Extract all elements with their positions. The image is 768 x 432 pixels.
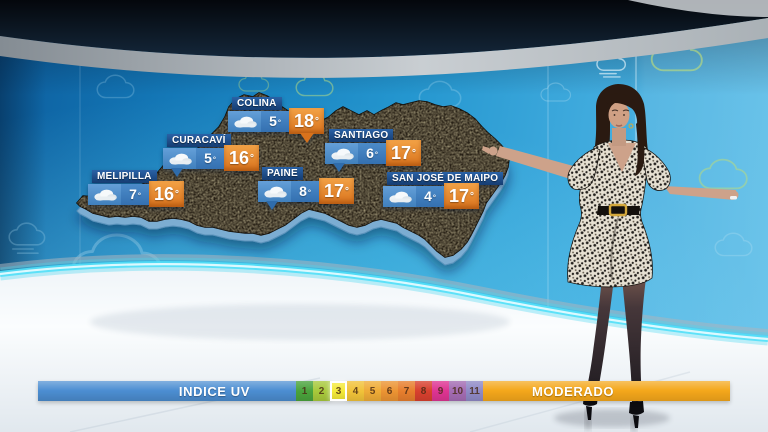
label-pointer — [299, 133, 314, 143]
high-temp-value: 17 — [449, 186, 470, 206]
degree-symbol: ° — [345, 186, 349, 197]
low-temp: 5° — [196, 148, 224, 169]
uv-scale: 1 2 3 4 5 6 7 8 9 10 11 — [296, 381, 483, 401]
degree-symbol: ° — [175, 189, 179, 200]
cloudy-icon — [258, 181, 291, 210]
uv-level-4: 4 — [347, 381, 364, 401]
weather-label-santiago: SANTIAGO 6° 17° — [325, 125, 421, 172]
degree-symbol: ° — [412, 148, 416, 159]
weather-label-curacavi: CURACAVÍ 5° 16° — [163, 130, 259, 177]
cloudy-icon — [383, 186, 416, 207]
low-temp-value: 5 — [269, 113, 277, 129]
degree-symbol: ° — [432, 193, 436, 202]
uv-level-10: 10 — [449, 381, 466, 401]
uv-index-title: INDICE UV — [178, 383, 251, 399]
degree-symbol: ° — [307, 188, 311, 197]
uv-index-label-section: INDICE UV — [38, 381, 296, 401]
uv-level-11: 11 — [466, 381, 483, 401]
low-temp: 6° — [358, 143, 386, 164]
cloudy-icon — [325, 143, 358, 172]
low-temp-value: 6 — [366, 145, 374, 161]
high-temp: 16° — [224, 145, 259, 171]
degree-symbol: ° — [315, 116, 319, 127]
city-name: SANTIAGO — [329, 129, 394, 142]
uv-level-6: 6 — [381, 381, 398, 401]
low-temp: 5° — [261, 111, 289, 132]
weather-label-melipilla: MELIPILLA 7° 16° — [88, 166, 184, 207]
high-temp: 16° — [149, 181, 184, 207]
uv-level-5: 5 — [364, 381, 381, 401]
degree-symbol: ° — [470, 191, 474, 202]
city-name: SAN JOSÉ DE MAIPO — [387, 172, 504, 185]
cloudy-icon — [88, 184, 121, 205]
cloudy-icon — [228, 111, 261, 132]
uv-level-3: 3 — [330, 381, 347, 401]
uv-level-2: 2 — [313, 381, 330, 401]
high-temp-value: 16 — [229, 148, 250, 168]
city-name: MELIPILLA — [92, 170, 157, 183]
low-temp: 4° — [416, 186, 444, 207]
degree-symbol: ° — [137, 191, 141, 200]
high-temp-value: 16 — [154, 184, 175, 204]
uv-level-7: 7 — [398, 381, 415, 401]
cloudy-icon — [163, 148, 196, 177]
uv-index-bar: INDICE UV 1 2 3 4 5 6 7 8 9 10 11 MODERADO — [38, 381, 730, 401]
low-temp-value: 4 — [424, 188, 432, 204]
degree-symbol: ° — [374, 150, 378, 159]
uv-status-section: MODERADO — [483, 381, 730, 401]
uv-status-text: MODERADO — [531, 383, 615, 399]
high-temp-value: 18 — [294, 111, 315, 131]
degree-symbol: ° — [277, 118, 281, 127]
label-pointer — [171, 168, 183, 177]
low-temp: 8° — [291, 181, 319, 202]
weather-label-san-jose-de-maipo: SAN JOSÉ DE MAIPO 4° 17° — [383, 168, 504, 209]
uv-level-8: 8 — [415, 381, 432, 401]
low-temp: 7° — [121, 184, 149, 205]
low-temp-value: 8 — [299, 183, 307, 199]
label-pointer — [266, 201, 278, 210]
low-temp-value: 5 — [204, 150, 212, 166]
low-temp-value: 7 — [129, 186, 137, 202]
uv-level-9: 9 — [432, 381, 449, 401]
label-pointer — [333, 163, 345, 172]
uv-level-1: 1 — [296, 381, 313, 401]
degree-symbol: ° — [212, 155, 216, 164]
high-temp: 17° — [386, 140, 421, 166]
high-temp-value: 17 — [391, 143, 412, 163]
weather-label-paine: PAINE 8° 17° — [258, 163, 354, 210]
high-temp-value: 17 — [324, 181, 345, 201]
degree-symbol: ° — [250, 153, 254, 164]
high-temp: 17° — [444, 183, 479, 209]
high-temp: 18° — [289, 108, 324, 143]
city-name: CURACAVÍ — [167, 134, 231, 147]
city-name: COLINA — [232, 97, 282, 110]
city-name: PAINE — [262, 167, 303, 180]
weather-label-colina: COLINA 5° 18° — [228, 93, 324, 143]
high-temp: 17° — [319, 178, 354, 204]
